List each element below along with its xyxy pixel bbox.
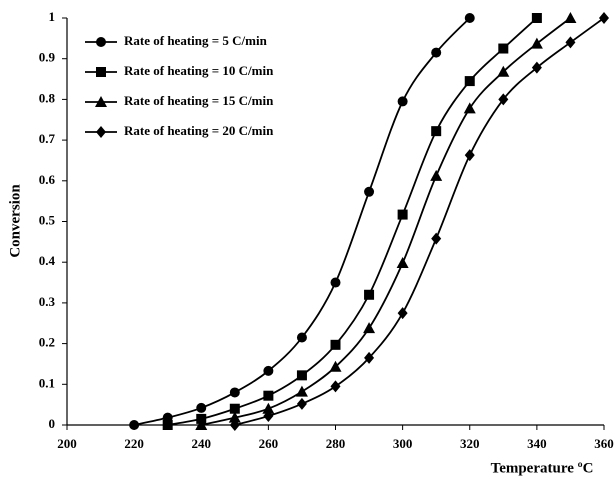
marker: [431, 232, 442, 245]
marker: [531, 13, 542, 23]
marker: [330, 339, 341, 350]
marker: [196, 413, 207, 424]
x-tick-label: 300: [393, 436, 413, 451]
line: [167, 17, 538, 426]
line: [201, 17, 571, 426]
y-tick-label: 0.7: [39, 131, 56, 146]
marker: [295, 385, 308, 397]
marker: [396, 257, 409, 269]
x-tick-label: 220: [124, 436, 144, 451]
y-tick-label: 0.2: [39, 335, 55, 350]
y-tick-label: 0.5: [39, 212, 56, 227]
y-tick-label: 0.3: [39, 294, 56, 309]
marker: [364, 186, 375, 197]
marker: [498, 43, 509, 54]
x-tick-label: 240: [192, 436, 212, 451]
marker: [263, 365, 274, 376]
marker: [329, 360, 342, 372]
y-axis-label: Conversion: [7, 184, 23, 258]
marker: [330, 380, 341, 393]
marker: [296, 370, 307, 381]
marker: [364, 289, 375, 300]
x-tick-label: 280: [326, 436, 346, 451]
marker: [564, 12, 577, 23]
marker: [531, 61, 542, 74]
marker: [431, 47, 442, 58]
y-tick-label: 1: [49, 9, 56, 24]
marker: [96, 67, 106, 77]
marker: [330, 277, 341, 288]
marker: [129, 420, 140, 430]
marker: [431, 126, 442, 137]
marker: [498, 93, 509, 106]
marker: [565, 36, 576, 49]
x-tick-label: 320: [460, 436, 480, 451]
legend-label: Rate of heating = 5 C/min: [124, 33, 268, 48]
marker: [363, 322, 376, 334]
marker: [464, 13, 475, 23]
marker: [229, 403, 240, 414]
x-axis-label: Temperature ºC: [491, 460, 594, 476]
marker: [464, 76, 475, 87]
marker: [296, 332, 307, 343]
marker: [497, 65, 510, 77]
marker: [95, 96, 107, 107]
marker: [162, 420, 173, 430]
marker: [263, 410, 274, 423]
marker: [464, 149, 475, 162]
y-tick-label: 0.6: [39, 172, 56, 187]
marker: [229, 387, 240, 398]
line: [133, 17, 471, 426]
marker: [364, 351, 375, 364]
legend-label: Rate of heating = 10 C/min: [124, 63, 274, 78]
marker: [96, 37, 106, 47]
marker: [463, 102, 476, 114]
marker: [397, 209, 408, 220]
marker: [263, 390, 274, 401]
marker: [196, 402, 207, 413]
y-tick-label: 0: [49, 416, 56, 431]
x-tick-label: 360: [594, 436, 614, 451]
marker: [228, 411, 241, 423]
marker: [96, 126, 106, 138]
y-tick-label: 0.8: [39, 90, 56, 105]
marker: [530, 37, 543, 49]
y-tick-label: 0.4: [39, 253, 56, 268]
y-tick-label: 0.9: [39, 50, 56, 65]
marker: [262, 402, 275, 414]
legend-label: Rate of heating = 15 C/min: [124, 93, 274, 108]
x-tick-label: 200: [57, 436, 77, 451]
y-tick-label: 0.1: [39, 375, 55, 390]
marker: [430, 169, 443, 181]
marker: [296, 397, 307, 410]
legend-label: Rate of heating = 20 C/min: [124, 123, 274, 138]
marker: [195, 419, 208, 430]
x-tick-label: 340: [527, 436, 547, 451]
x-tick-label: 260: [259, 436, 279, 451]
marker: [397, 307, 408, 320]
marker: [397, 96, 408, 107]
marker: [229, 419, 240, 431]
marker: [599, 12, 609, 24]
